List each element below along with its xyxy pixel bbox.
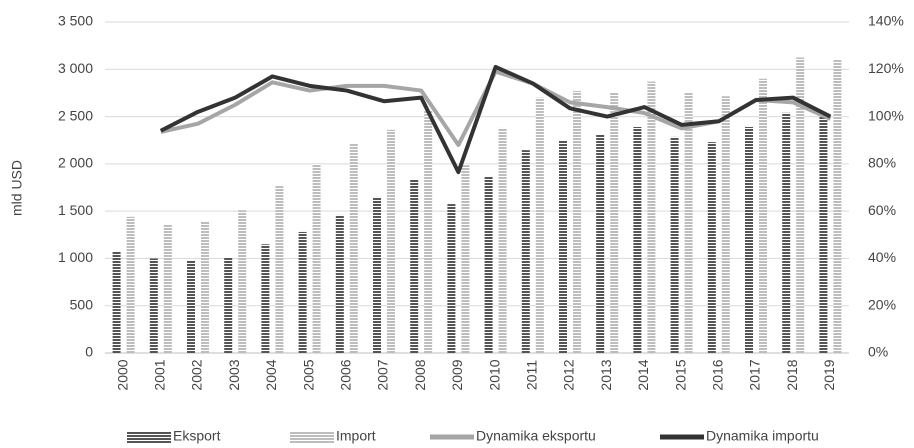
legend-swatch (290, 432, 334, 443)
bar (424, 110, 433, 353)
x-tick-label: 2015 (672, 359, 688, 390)
y2-tick-label: 20% (868, 296, 896, 312)
y2-tick-label: 40% (868, 249, 896, 265)
x-tick-label: 2009 (449, 359, 465, 390)
bar (298, 231, 307, 353)
y-tick-label: 0 (85, 344, 93, 360)
x-tick-label: 2017 (747, 359, 763, 390)
legend-label: Dynamika importu (706, 428, 819, 444)
legend-label: Dynamika eksportu (476, 428, 596, 444)
bar (647, 81, 656, 353)
x-tick-label: 2000 (114, 359, 130, 390)
x-tick-label: 2014 (635, 359, 651, 390)
x-tick-label: 2019 (821, 359, 837, 390)
y-axis-title: mld USD (9, 160, 25, 216)
bar (707, 142, 716, 353)
x-tick-label: 2006 (338, 359, 354, 390)
x-tick-label: 2005 (300, 359, 316, 390)
bar (498, 127, 507, 353)
y-tick-label: 3 000 (58, 60, 93, 76)
bar (833, 59, 842, 353)
legend-label: Eksport (173, 428, 221, 444)
x-tick-label: 2018 (784, 359, 800, 390)
x-tick-label: 2001 (152, 359, 168, 390)
bar (149, 258, 158, 353)
bar (782, 112, 791, 353)
bar (224, 257, 233, 353)
bar (261, 244, 270, 353)
x-tick-label: 2012 (561, 359, 577, 390)
bar (484, 176, 493, 353)
bar (559, 140, 567, 353)
x-tick-label: 2010 (486, 359, 502, 390)
x-tick-label: 2004 (263, 359, 279, 390)
bar (112, 251, 121, 353)
y-tick-label: 1 500 (58, 202, 93, 218)
bar (373, 196, 381, 353)
bar (447, 204, 456, 353)
bar (335, 214, 344, 353)
bar (535, 97, 544, 354)
bar (610, 91, 619, 354)
y-tick-label: 2 500 (58, 107, 93, 123)
bar (349, 143, 358, 353)
bar (238, 210, 247, 353)
bar (819, 116, 828, 353)
bar (387, 129, 395, 353)
bar (201, 221, 209, 353)
bar (163, 224, 172, 353)
y2-tick-label: 120% (868, 60, 904, 76)
bar (312, 163, 321, 353)
y2-tick-label: 60% (868, 202, 896, 218)
x-tick-label: 2013 (598, 359, 614, 390)
legend-swatch (127, 432, 171, 443)
x-tick-label: 2008 (412, 359, 428, 390)
legend-label: Import (336, 428, 376, 444)
bar (684, 91, 693, 354)
line-series (159, 64, 832, 175)
y-tick-label: 2 000 (58, 155, 93, 171)
x-tick-label: 2003 (226, 359, 242, 390)
bar (573, 91, 581, 353)
x-tick-label: 2011 (524, 360, 540, 390)
bar (633, 126, 642, 353)
x-tick-label: 2002 (189, 359, 205, 390)
bar (759, 78, 767, 353)
y2-tick-label: 100% (868, 107, 904, 123)
bar (461, 163, 470, 353)
x-tick-label: 2016 (710, 359, 726, 390)
y-tick-label: 1 000 (58, 249, 93, 265)
bar (126, 216, 135, 353)
bar (410, 179, 419, 353)
bar (521, 150, 530, 353)
y-tick-label: 3 500 (58, 13, 93, 29)
bar (187, 260, 195, 353)
y2-tick-label: 0% (868, 344, 888, 360)
x-tick-label: 2007 (375, 359, 391, 390)
y-tick-label: 500 (70, 296, 94, 312)
bar (275, 186, 284, 353)
y2-tick-label: 140% (868, 13, 904, 29)
bar (670, 136, 679, 353)
bar (745, 126, 753, 353)
y2-tick-label: 80% (868, 155, 896, 171)
bar (721, 96, 730, 353)
bar (796, 57, 805, 353)
bar (596, 134, 605, 353)
